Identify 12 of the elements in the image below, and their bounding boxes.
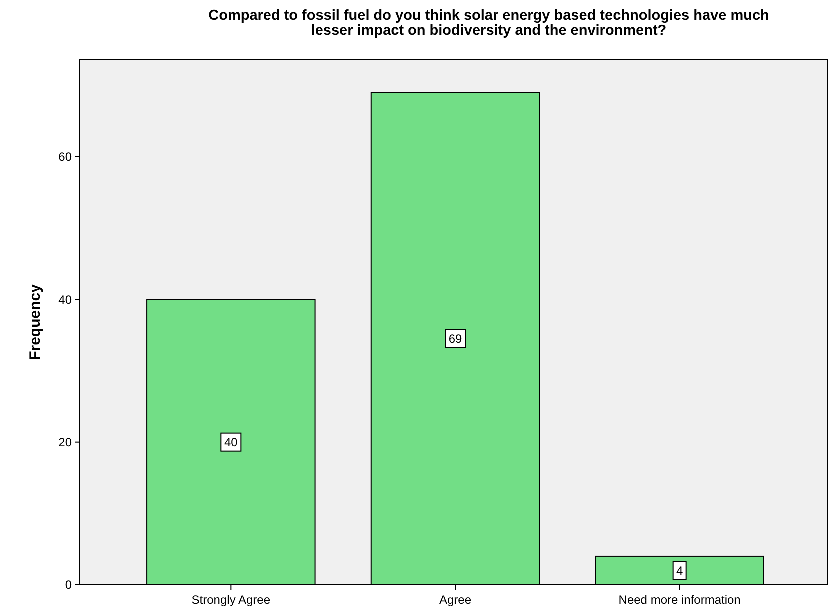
y-tick-label: 60 <box>58 150 72 164</box>
chart-title: Compared to fossil fuel do you think solar energy based technologies have much lesser impact on biodiversity and the environment? <box>208 8 770 39</box>
data-label: 4 <box>676 564 684 578</box>
y-tick-label: 20 <box>58 436 72 450</box>
data-label: 69 <box>448 332 462 346</box>
data-label: 40 <box>224 436 238 450</box>
y-axis-title: Frequency <box>27 284 44 360</box>
x-tick-label: Strongly Agree <box>192 593 271 607</box>
x-tick-label: Need more information <box>618 593 741 607</box>
y-tick-label: 0 <box>65 578 72 592</box>
x-tick-label: Agree <box>439 593 472 607</box>
y-tick-label: 40 <box>58 292 72 307</box>
